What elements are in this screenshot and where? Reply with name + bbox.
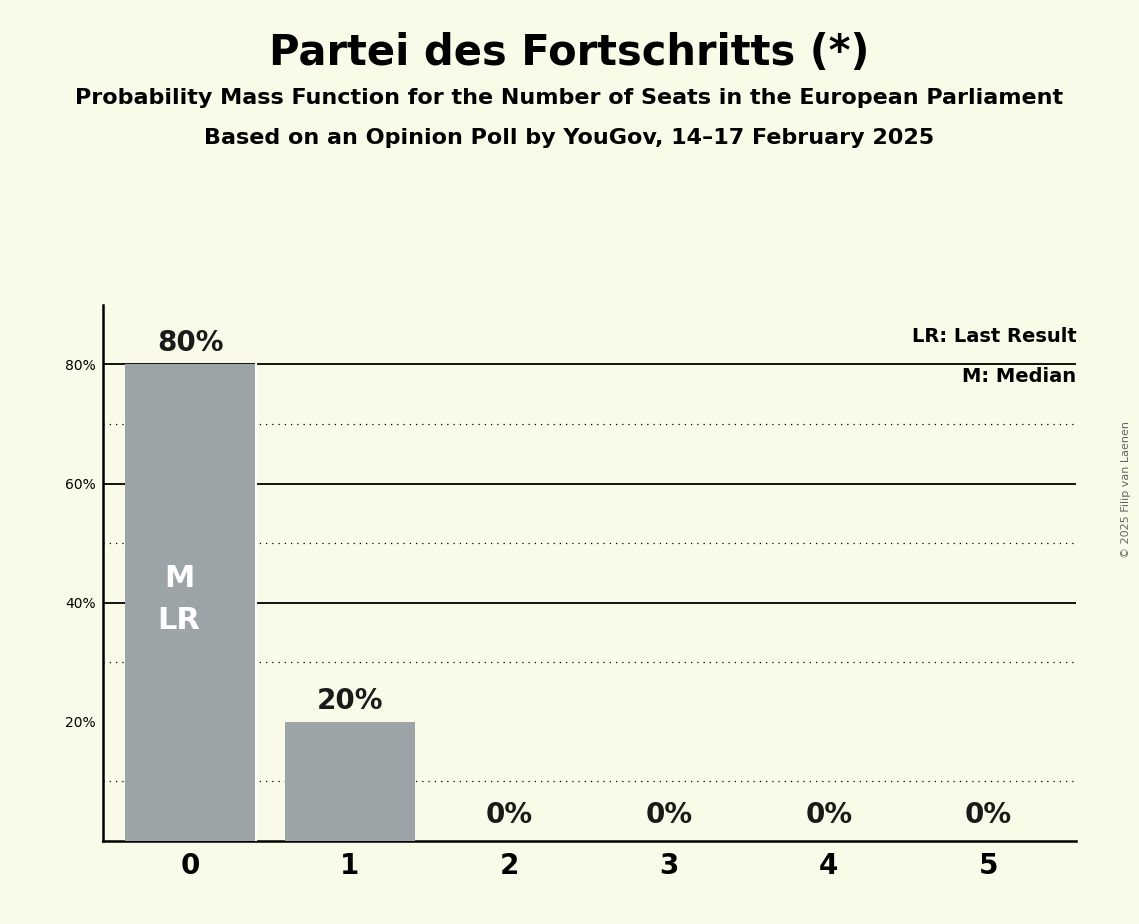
Bar bbox=[125, 364, 256, 841]
Text: M: M bbox=[164, 565, 195, 593]
Text: 0%: 0% bbox=[965, 801, 1013, 829]
Text: Partei des Fortschritts (*): Partei des Fortschritts (*) bbox=[269, 32, 870, 74]
Text: 0%: 0% bbox=[805, 801, 852, 829]
Text: 20%: 20% bbox=[317, 687, 383, 714]
Text: LR: LR bbox=[157, 606, 200, 635]
Text: 0%: 0% bbox=[486, 801, 533, 829]
Text: 80%: 80% bbox=[157, 329, 223, 358]
Bar bbox=[285, 722, 416, 841]
Text: © 2025 Filip van Laenen: © 2025 Filip van Laenen bbox=[1121, 421, 1131, 558]
Text: 0%: 0% bbox=[646, 801, 693, 829]
Text: Based on an Opinion Poll by YouGov, 14–17 February 2025: Based on an Opinion Poll by YouGov, 14–1… bbox=[204, 128, 935, 148]
Text: M: Median: M: Median bbox=[962, 367, 1076, 386]
Text: Probability Mass Function for the Number of Seats in the European Parliament: Probability Mass Function for the Number… bbox=[75, 88, 1064, 108]
Text: LR: Last Result: LR: Last Result bbox=[911, 327, 1076, 346]
